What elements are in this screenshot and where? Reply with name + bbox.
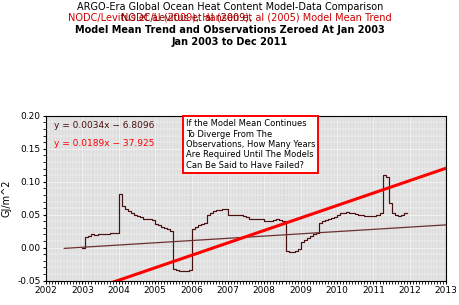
Text: If the Model Mean Continues
To Diverge From The
Observations, How Many Years
Are: If the Model Mean Continues To Diverge F… xyxy=(185,119,315,170)
Y-axis label: GJ/m^2: GJ/m^2 xyxy=(1,180,11,217)
Text: Jan 2003 to Dec 2011: Jan 2003 to Dec 2011 xyxy=(172,37,287,47)
Text: NODC/Levitus et al (2009), Hansen et al (2005) Model Mean Trend: NODC/Levitus et al (2009), Hansen et al … xyxy=(68,13,391,23)
Text: y = 0.0034x − 6.8096: y = 0.0034x − 6.8096 xyxy=(54,121,154,130)
Text: ARGO-Era Global Ocean Heat Content Model-Data Comparison: ARGO-Era Global Ocean Heat Content Model… xyxy=(77,2,382,12)
Text: y = 0.0189x − 37.925: y = 0.0189x − 37.925 xyxy=(54,139,154,148)
Text: Model Mean Trend and Observations Zeroed At Jan 2003: Model Mean Trend and Observations Zeroed… xyxy=(75,25,384,35)
Text: NODC/Levitus et al (2009),: NODC/Levitus et al (2009), xyxy=(121,13,255,23)
